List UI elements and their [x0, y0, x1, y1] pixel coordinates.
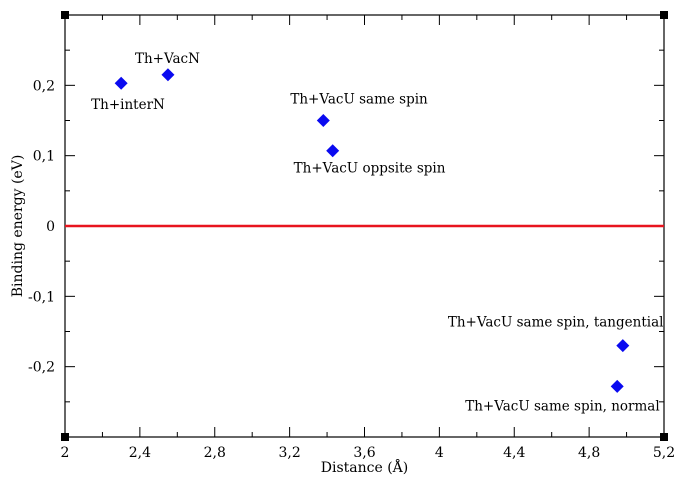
y-tick-label: -0,1: [28, 289, 55, 305]
point-label: Th+VacN: [135, 51, 200, 67]
data-point-marker: [161, 68, 175, 82]
data-points: [114, 68, 630, 393]
ticks: 2 2,4 2,8 3,2 3,6 4 4,4 4,8 5,2 0,2 0,1 0 -0,1 -0,2: [28, 14, 675, 461]
x-tick-label: 4,8: [578, 445, 600, 461]
data-point-marker: [610, 379, 624, 393]
x-tick-label: 2: [61, 445, 70, 461]
y-tick-label: 0,1: [33, 149, 55, 165]
point-label: Th+VacU same spin: [290, 92, 428, 108]
data-point-marker: [316, 114, 330, 127]
y-tick-label: 0,2: [33, 78, 55, 94]
y-axis-title: Binding energy (eV): [10, 155, 26, 298]
x-tick-label: 2,8: [204, 445, 226, 461]
data-point-marker: [616, 339, 630, 353]
x-tick-label: 3,2: [278, 445, 300, 461]
x-tick-label: 2,4: [129, 445, 151, 461]
x-tick-label: 5,2: [653, 445, 675, 461]
x-axis-title: Distance (Å): [321, 458, 409, 476]
x-tick-label: 3,6: [353, 445, 375, 461]
point-label: Th+VacU oppsite spin: [294, 161, 446, 177]
point-label: Th+VacU same spin, normal: [465, 398, 659, 414]
y-tick-label: -0,2: [28, 360, 55, 376]
point-annotations: Th+interN Th+VacN Th+VacU same spin Th+VacU…: [91, 51, 663, 415]
x-tick-label: 4: [435, 445, 444, 461]
point-label: Th+interN: [91, 97, 165, 113]
data-point-marker: [326, 144, 340, 158]
point-label: Th+VacU same spin, tangential: [448, 315, 664, 331]
x-tick-label: 4,4: [503, 445, 525, 461]
y-tick-label: 0: [46, 219, 55, 235]
data-point-marker: [114, 76, 128, 90]
